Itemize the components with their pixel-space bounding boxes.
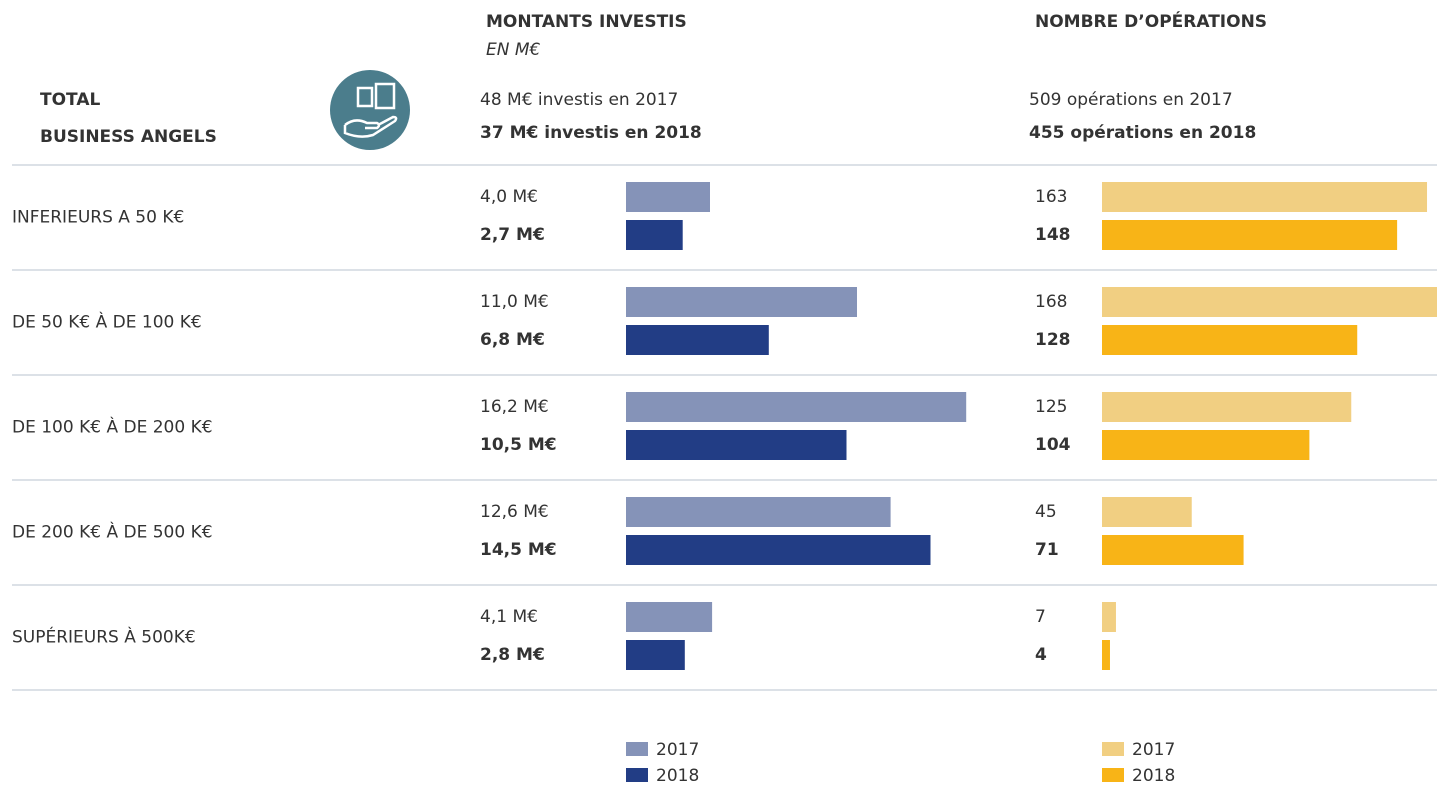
legend-label: 2017 [656,740,699,760]
bar [626,640,685,670]
bar [1102,430,1310,460]
value-label: 4,1 M€ [480,607,538,627]
chart-title: NOMBRE D’OPÉRATIONS [1035,10,1267,32]
summary: 455 opérations en 2018 [1029,123,1256,143]
category-label: DE 200 K€ À DE 500 K€ [12,521,213,543]
bar [626,535,931,565]
bar [626,430,847,460]
value-label: 148 [1035,225,1071,245]
bar [626,220,683,250]
legend-label: 2018 [1132,766,1175,786]
bar [626,497,891,527]
legend-label: 2017 [1132,740,1175,760]
bar [1102,392,1352,422]
value-label: 6,8 M€ [480,330,545,350]
summary: 37 M€ investis en 2018 [480,123,702,143]
value-label: 12,6 M€ [480,502,549,522]
bar [1102,497,1192,527]
category-label: SUPÉRIEURS À 500K€ [12,626,196,648]
legend-swatch [1102,742,1124,756]
value-label: 2,8 M€ [480,645,545,665]
bar [1102,640,1110,670]
icon [330,70,410,150]
chart-subtitle: EN M€ [486,40,541,60]
header-title: TOTAL [40,90,100,110]
value-label: 125 [1035,397,1067,417]
value-label: 10,5 M€ [480,435,557,455]
legend-swatch [1102,768,1124,782]
value-label: 14,5 M€ [480,540,557,560]
value-label: 4,0 M€ [480,187,538,207]
bar [626,602,713,632]
value-label: 4 [1035,645,1047,665]
bar [626,325,769,355]
bar [626,287,857,317]
category-label: DE 100 K€ À DE 200 K€ [12,416,213,438]
summary: 509 opérations en 2017 [1029,90,1233,110]
category-label: INFERIEURS A 50 K€ [12,208,184,228]
bar [626,392,967,422]
value-label: 11,0 M€ [480,292,549,312]
legend-swatch [626,742,648,756]
value-label: 128 [1035,330,1071,350]
bar [626,182,710,212]
header-title: BUSINESS ANGELS [40,127,217,147]
value-label: 45 [1035,502,1057,522]
bar [1102,220,1398,250]
value-label: 2,7 M€ [480,225,545,245]
legend-swatch [626,768,648,782]
legend-label: 2018 [656,766,699,786]
value-label: 163 [1035,187,1067,207]
bar [1102,535,1244,565]
value-label: 16,2 M€ [480,397,549,417]
bar [1102,325,1358,355]
category-label: DE 50 K€ À DE 100 K€ [12,311,202,333]
summary: 48 M€ investis en 2017 [480,90,678,110]
value-label: 7 [1035,607,1046,627]
value-label: 71 [1035,540,1059,560]
bar [1102,182,1428,212]
bar [1102,287,1437,317]
bar [1102,602,1116,632]
value-label: 168 [1035,292,1067,312]
value-label: 104 [1035,435,1071,455]
chart-title: MONTANTS INVESTIS [486,12,687,32]
